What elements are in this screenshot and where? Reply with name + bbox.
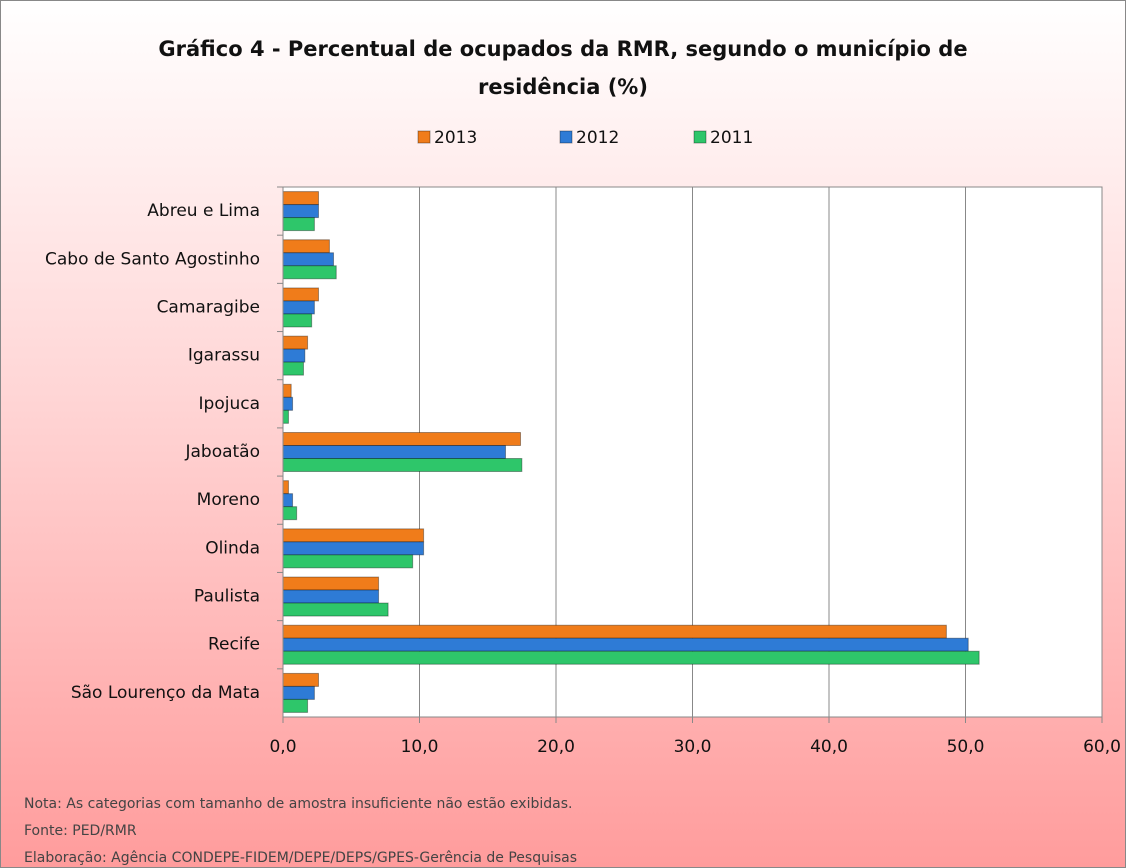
bar bbox=[282, 541, 425, 556]
y-tick-label: Olinda bbox=[205, 538, 260, 558]
bar bbox=[282, 637, 969, 652]
legend-swatch bbox=[693, 130, 707, 144]
bar bbox=[282, 348, 306, 363]
bar bbox=[282, 432, 522, 446]
bar bbox=[282, 300, 315, 315]
chart-title: Gráfico 4 - Percentual de ocupados da RM… bbox=[158, 37, 968, 99]
bar bbox=[282, 602, 389, 617]
bar bbox=[282, 383, 292, 398]
bar bbox=[282, 409, 289, 424]
bar bbox=[282, 287, 319, 302]
x-tick-label: 40,0 bbox=[810, 737, 848, 757]
note: Fonte: PED/RMR bbox=[24, 823, 137, 839]
y-tick-label: Paulista bbox=[194, 587, 260, 607]
bar bbox=[282, 624, 947, 639]
y-tick-label: Recife bbox=[208, 635, 260, 655]
y-tick-label: Igarassu bbox=[188, 346, 260, 366]
bar bbox=[282, 698, 309, 713]
bar bbox=[282, 672, 319, 687]
bar bbox=[282, 554, 414, 569]
bar bbox=[282, 265, 337, 280]
x-tick-label: 0,0 bbox=[269, 737, 296, 757]
y-tick-label: Ipojuca bbox=[199, 394, 260, 414]
bar bbox=[282, 445, 506, 459]
note: Elaboração: Agência CONDEPE-FIDEM/DEPE/D… bbox=[24, 850, 577, 866]
bar bbox=[282, 361, 304, 376]
bar bbox=[282, 685, 315, 700]
bar bbox=[282, 480, 289, 495]
y-tick-label: Camaragibe bbox=[157, 297, 260, 317]
note: Nota: As categorias com tamanho de amost… bbox=[24, 796, 572, 812]
y-tick-label: Moreno bbox=[197, 490, 260, 510]
bar bbox=[282, 589, 380, 604]
bar bbox=[282, 239, 330, 254]
legend-swatch bbox=[417, 130, 431, 144]
x-tick-label: 50,0 bbox=[947, 737, 985, 757]
bar bbox=[282, 650, 980, 665]
legend-label: 2013 bbox=[434, 128, 477, 148]
bar bbox=[282, 576, 380, 591]
y-tick-label: São Lourenço da Mata bbox=[71, 683, 260, 703]
bar bbox=[282, 217, 315, 232]
legend-label: 2012 bbox=[576, 128, 619, 148]
y-tick-label: Jaboatão bbox=[184, 442, 260, 462]
x-tick-label: 10,0 bbox=[401, 737, 439, 757]
bar bbox=[282, 506, 298, 521]
bar bbox=[282, 458, 523, 472]
y-tick-label: Cabo de Santo Agostinho bbox=[45, 249, 260, 269]
bar bbox=[282, 204, 319, 219]
x-tick-label: 20,0 bbox=[537, 737, 575, 757]
bar bbox=[282, 335, 309, 350]
bar bbox=[282, 252, 335, 267]
x-tick-label: 30,0 bbox=[674, 737, 712, 757]
bar bbox=[282, 313, 313, 328]
x-tick-label: 60,0 bbox=[1083, 737, 1121, 757]
bar bbox=[282, 528, 425, 543]
legend-label: 2011 bbox=[710, 128, 753, 148]
bar bbox=[282, 191, 319, 206]
bar bbox=[282, 493, 294, 508]
y-tick-label: Abreu e Lima bbox=[147, 201, 260, 221]
legend-swatch bbox=[559, 130, 573, 144]
bar bbox=[282, 396, 294, 411]
